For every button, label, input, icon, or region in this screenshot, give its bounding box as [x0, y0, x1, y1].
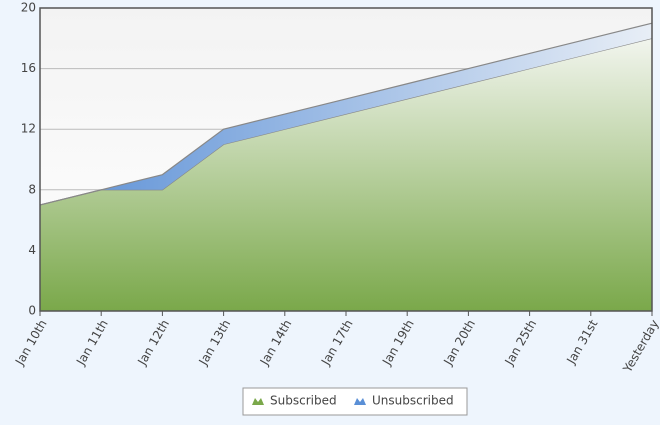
y-tick-label: 20: [21, 1, 36, 15]
x-tick-label: Yesterday: [620, 317, 660, 375]
x-tick-label: Jan 12th: [134, 317, 172, 368]
y-tick-label: 0: [28, 304, 36, 318]
y-tick-label: 12: [21, 122, 36, 136]
x-tick-label: Jan 17th: [318, 317, 356, 368]
x-tick-label: Jan 11th: [73, 317, 111, 368]
legend-label: Unsubscribed: [372, 394, 454, 408]
legend: Subscribed Unsubscribed: [242, 387, 468, 416]
x-tick-label: Jan 25th: [502, 317, 540, 368]
legend-box: [242, 387, 468, 416]
x-tick-label: Jan 14th: [257, 317, 295, 368]
x-tick-label: Jan 10th: [12, 317, 50, 368]
x-tick-label: Jan 31st: [564, 317, 601, 367]
legend-label: Subscribed: [270, 394, 337, 408]
y-tick-label: 16: [21, 61, 36, 75]
legend-icon: [252, 398, 264, 405]
x-tick-label: Jan 13th: [196, 317, 234, 368]
area: [40, 38, 652, 312]
area: [40, 23, 652, 205]
area-edge: [39, 22, 653, 206]
legend-icon: [354, 398, 366, 405]
y-tick-label: 8: [28, 182, 36, 196]
x-tick-label: Jan 20th: [440, 317, 478, 368]
x-tick-label: Jan 19th: [379, 317, 417, 368]
y-tick-label: 4: [28, 243, 36, 257]
